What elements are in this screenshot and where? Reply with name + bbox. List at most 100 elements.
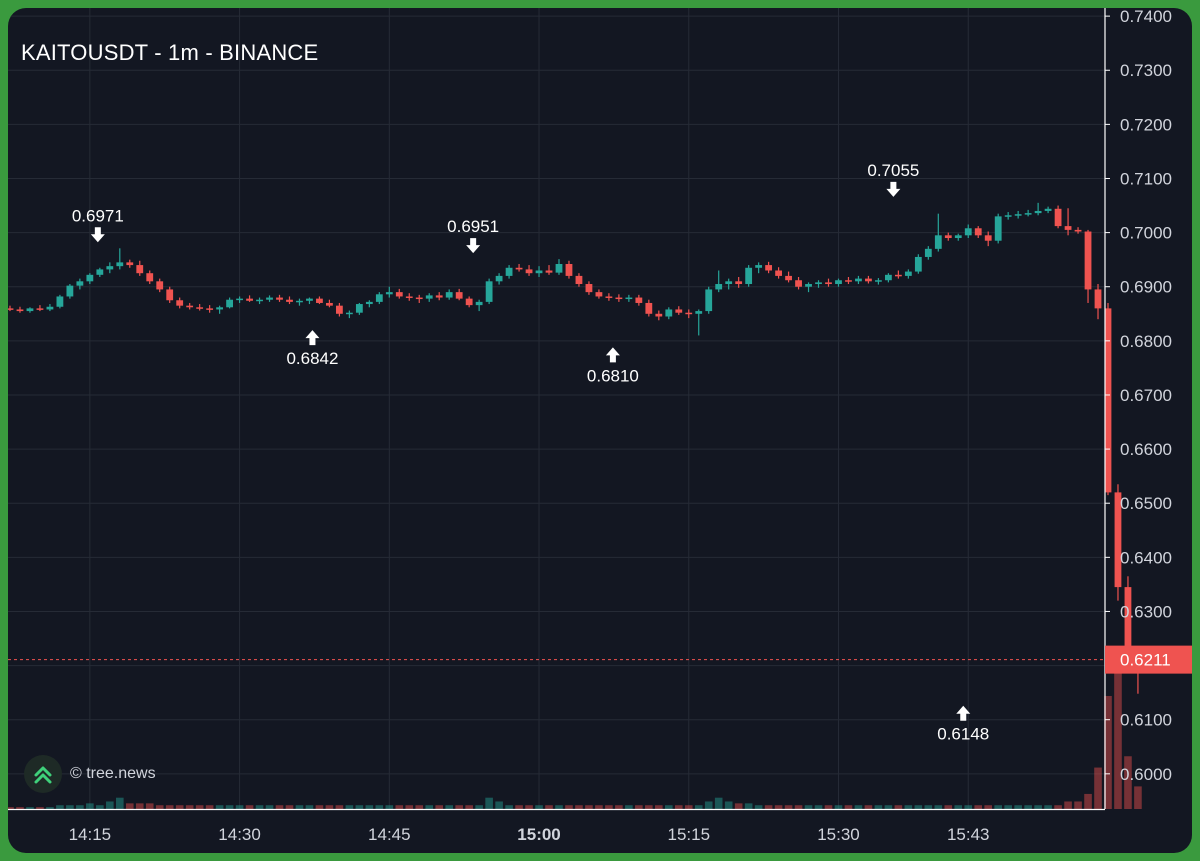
candle-body-79 <box>795 280 802 287</box>
volume-bar-61 <box>615 805 623 809</box>
volume-bar-71 <box>714 797 723 809</box>
candle-body-22 <box>226 299 233 308</box>
candle-body-38 <box>385 292 393 295</box>
candle-body-107 <box>1074 229 1082 232</box>
candle-body-30 <box>306 298 313 301</box>
volume-bar-80 <box>804 805 813 809</box>
annotation-label: 0.6951 <box>447 217 499 236</box>
volume-bar-91 <box>914 805 923 809</box>
candle-body-9 <box>96 269 104 275</box>
volume-bar-5 <box>56 805 64 809</box>
volume-bar-54 <box>545 805 553 809</box>
volume-bar-55 <box>555 805 563 809</box>
candle-body-92 <box>924 248 932 257</box>
volume-bar-105 <box>1054 805 1062 809</box>
annotation-arrow-icon <box>886 181 901 197</box>
candle-body-33 <box>335 305 343 314</box>
candle-body-47 <box>475 301 483 306</box>
candle-body-26 <box>266 297 273 300</box>
volume-bar-26 <box>265 805 274 809</box>
candle-body-69 <box>695 311 703 314</box>
price-tick-label: 0.7000 <box>1120 224 1172 243</box>
volume-bar-43 <box>435 805 444 809</box>
chart-frame: 0.6971 0.6842 0.6951 0.6810 0.7055 0.6148 0.74… <box>8 8 1192 853</box>
volume-bar-86 <box>864 805 873 809</box>
candle-body-42 <box>425 295 433 299</box>
candle-body-14 <box>146 273 154 282</box>
volume-bar-17 <box>175 805 184 809</box>
candle-body-3 <box>36 308 44 310</box>
volume-bar-77 <box>774 805 783 809</box>
time-tick-label: 15:15 <box>667 825 710 844</box>
price-tick-label: 0.7300 <box>1120 61 1172 80</box>
candle-body-106 <box>1064 226 1072 230</box>
candle-body-94 <box>944 235 952 239</box>
candle-body-67 <box>675 309 683 313</box>
volume-bar-79 <box>794 805 803 809</box>
time-tick-label: 14:15 <box>69 825 112 844</box>
candle-body-20 <box>206 308 214 310</box>
price-tick-label: 0.6600 <box>1120 440 1172 459</box>
volume-bar-59 <box>595 805 603 809</box>
volume-bar-32 <box>325 805 334 809</box>
volume-bar-16 <box>165 805 174 809</box>
volume-bar-82 <box>824 805 833 809</box>
candle-body-16 <box>166 289 174 301</box>
candle-body-0 <box>8 308 14 310</box>
tree-news-logo-icon <box>24 755 62 793</box>
annotation-arrow-icon <box>605 347 620 363</box>
candle-body-50 <box>505 267 513 276</box>
time-tick-label: 14:45 <box>368 825 411 844</box>
volume-bar-45 <box>455 805 463 809</box>
candle-body-45 <box>455 292 463 299</box>
candle-body-66 <box>665 309 673 317</box>
candle-body-37 <box>375 294 383 302</box>
volume-bar-76 <box>764 805 773 809</box>
time-tick-label: 15:43 <box>947 825 990 844</box>
volume-bar-12 <box>125 803 134 809</box>
candle-body-103 <box>1034 210 1042 214</box>
candle-body-55 <box>555 263 563 273</box>
volume-bar-25 <box>255 805 264 809</box>
candle-body-46 <box>465 298 473 306</box>
price-tick-label: 0.6100 <box>1120 711 1172 730</box>
volume-bar-44 <box>445 805 453 809</box>
candle-body-6 <box>66 285 74 297</box>
volume-bar-102 <box>1024 805 1032 809</box>
annotation-label: 0.7055 <box>867 161 919 180</box>
candle-body-65 <box>655 313 663 317</box>
volume-bar-112 <box>1124 756 1132 809</box>
candlestick-chart[interactable]: 0.6971 0.6842 0.6951 0.6810 0.7055 0.6148 0.74… <box>8 8 1192 853</box>
annotation-high-4: 0.7055 <box>867 161 919 197</box>
volume-bar-62 <box>625 805 633 809</box>
volume-bar-60 <box>605 805 613 809</box>
volume-bar-0 <box>8 807 14 809</box>
candle-body-41 <box>415 297 423 300</box>
candle-body-64 <box>645 302 653 314</box>
volume-bar-96 <box>964 805 973 809</box>
volume-bar-42 <box>425 805 434 809</box>
volume-bar-38 <box>385 805 394 809</box>
candle-body-57 <box>575 275 583 285</box>
volume-bar-104 <box>1044 805 1052 809</box>
volume-bar-46 <box>465 805 473 809</box>
candle-body-85 <box>855 278 862 282</box>
candle-body-43 <box>435 295 443 298</box>
candle-body-112 <box>1124 587 1132 653</box>
candle-body-97 <box>974 228 982 236</box>
annotation-label: 0.6842 <box>286 349 338 368</box>
price-tick-label: 0.6400 <box>1120 548 1172 567</box>
price-tick-label: 0.6900 <box>1120 278 1172 297</box>
candle-body-34 <box>345 312 353 315</box>
volume-bar-47 <box>475 805 483 809</box>
candle-body-98 <box>984 235 992 241</box>
candle-body-71 <box>715 284 723 290</box>
candle-body-36 <box>365 301 373 305</box>
volume-bar-63 <box>635 805 643 809</box>
volume-bar-36 <box>365 805 374 809</box>
candle-body-95 <box>954 235 962 239</box>
volume-bar-27 <box>275 805 284 809</box>
volume-bar-49 <box>495 801 503 809</box>
volume-bar-75 <box>754 805 763 809</box>
volume-bar-1 <box>16 807 24 809</box>
